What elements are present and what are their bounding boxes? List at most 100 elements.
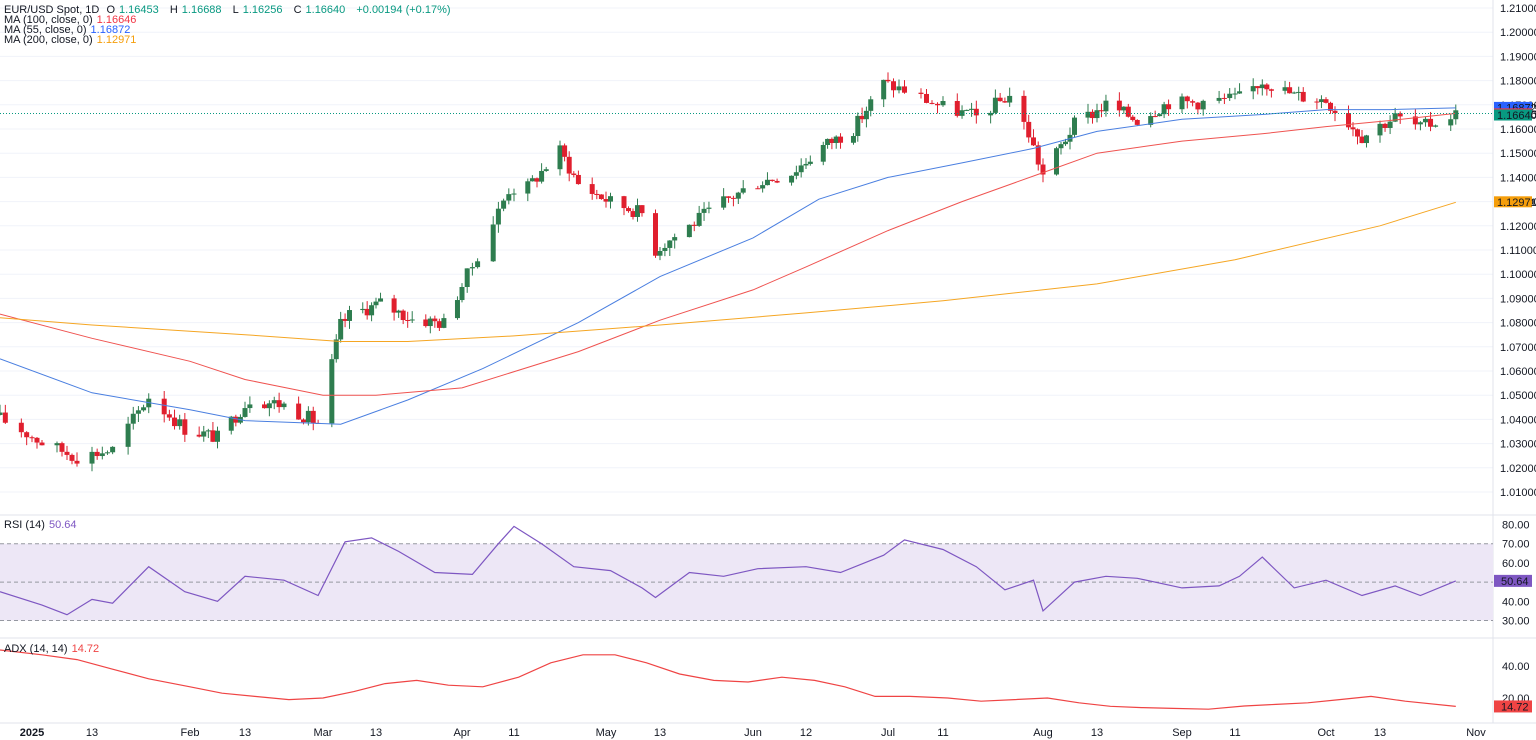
candle-down (589, 184, 595, 194)
candle-down (2, 412, 8, 423)
candle-up (850, 136, 856, 143)
ma100-legend[interactable]: MA (100, close, 0) 1.16646 (4, 13, 140, 27)
adx-value: 14.72 (71, 643, 100, 655)
candle-down (973, 108, 979, 116)
price-tick-label: 1.04000 (1500, 414, 1536, 426)
time-tick-label: Aug (1033, 727, 1053, 739)
candle-down (69, 454, 75, 461)
candle-down (726, 196, 732, 198)
candle-up (1232, 93, 1238, 95)
high-label: H (169, 4, 178, 16)
candle-up (89, 451, 95, 464)
candle-up (1296, 91, 1302, 93)
rsi-line (0, 525, 1457, 616)
time-tick-label: Jun (744, 727, 762, 739)
candle-down (301, 419, 306, 423)
rsi-tick-label: 70.00 (1502, 539, 1530, 551)
candle-up (557, 145, 563, 170)
candle-up (1121, 106, 1127, 111)
candle-up (657, 251, 663, 256)
rsi-tick-label: 60.00 (1502, 558, 1530, 570)
candle-down (34, 437, 40, 443)
ma200-value: 1.12971 (96, 34, 137, 46)
candle-down (1346, 113, 1351, 128)
candle-down (400, 310, 406, 321)
price-tick-label: 1.18000 (1500, 76, 1536, 88)
rsi-tick-label: 30.00 (1502, 616, 1530, 628)
low-label: L (232, 4, 239, 16)
candle-up (1422, 118, 1428, 123)
candle-down (1412, 116, 1418, 125)
candle-up (369, 305, 375, 316)
time-tick-label: Oct (1317, 727, 1334, 739)
candle-down (1355, 129, 1360, 137)
candle-down (626, 208, 631, 212)
candle-down (172, 417, 178, 427)
candle-up (333, 339, 339, 360)
time-tick-label: Nov (1466, 727, 1486, 739)
candle-down (1255, 86, 1261, 89)
candle-up (539, 170, 545, 182)
candle-up (1200, 100, 1206, 110)
candle-up (992, 97, 998, 113)
time-tick-label: 2025 (20, 727, 44, 739)
ma200-line (0, 201, 1456, 342)
candle-down (166, 414, 172, 418)
time-tick-label: 11 (1229, 727, 1240, 739)
adx-line (0, 649, 1456, 710)
candle-up (863, 110, 869, 120)
rsi-legend[interactable]: RSI (14) 50.64 (4, 518, 81, 532)
candle-down (196, 434, 202, 437)
candles-group (0, 72, 1459, 472)
candle-down (1130, 116, 1136, 121)
candle-up (373, 301, 379, 306)
price-tag (1494, 196, 1532, 208)
candle-down (1098, 110, 1104, 112)
candle-up (696, 212, 702, 226)
candle-down (1090, 111, 1095, 119)
time-tick-label: Jul (881, 727, 895, 739)
candle-up (1417, 122, 1423, 125)
candle-up (125, 423, 131, 447)
price-tick-label: 1.20000 (1500, 27, 1536, 39)
adx-tick-label: 40.00 (1502, 661, 1530, 673)
candle-up (529, 178, 535, 182)
candle-up (789, 175, 795, 183)
time-tick-label: 13 (239, 727, 251, 739)
candle-up (427, 318, 433, 327)
ma200-legend[interactable]: MA (200, close, 0) 1.12971 (4, 33, 140, 47)
candle-down (1323, 99, 1329, 103)
candle-down (310, 410, 316, 423)
candle-up (1161, 104, 1167, 115)
price-tick-label: 1.03000 (1500, 439, 1536, 451)
candle-up (1237, 91, 1243, 94)
candle-up (281, 403, 287, 408)
candle-up (833, 136, 839, 143)
candle-up (672, 237, 678, 241)
candle-down (891, 81, 896, 91)
candle-up (201, 431, 207, 437)
price-tick-label: 1.11000 (1500, 245, 1536, 257)
candle-up (798, 165, 804, 173)
candle-down (1382, 123, 1388, 128)
candle-up (706, 207, 712, 209)
candle-up (1291, 92, 1297, 94)
candle-down (405, 320, 411, 322)
price-tick-label: 1.12000 (1500, 221, 1536, 233)
candle-up (807, 161, 813, 164)
candle-up (454, 300, 460, 319)
candle-up (104, 452, 110, 454)
time-tick-label: 11 (937, 727, 948, 739)
symbol-title[interactable]: EUR/USD Spot, 1D (4, 4, 100, 16)
candle-up (1453, 110, 1459, 120)
ma55-legend[interactable]: MA (55, close, 0) 1.16872 (4, 23, 134, 37)
time-tick-label: May (596, 727, 617, 739)
adx-legend[interactable]: ADX (14, 14) 14.72 (4, 642, 103, 656)
candle-down (566, 156, 572, 174)
candle-up (247, 404, 253, 409)
price-tick-label: 1.10000 (1500, 269, 1536, 281)
candle-down (1428, 118, 1434, 127)
time-tick-label: 13 (370, 727, 382, 739)
candle-down (838, 136, 844, 143)
